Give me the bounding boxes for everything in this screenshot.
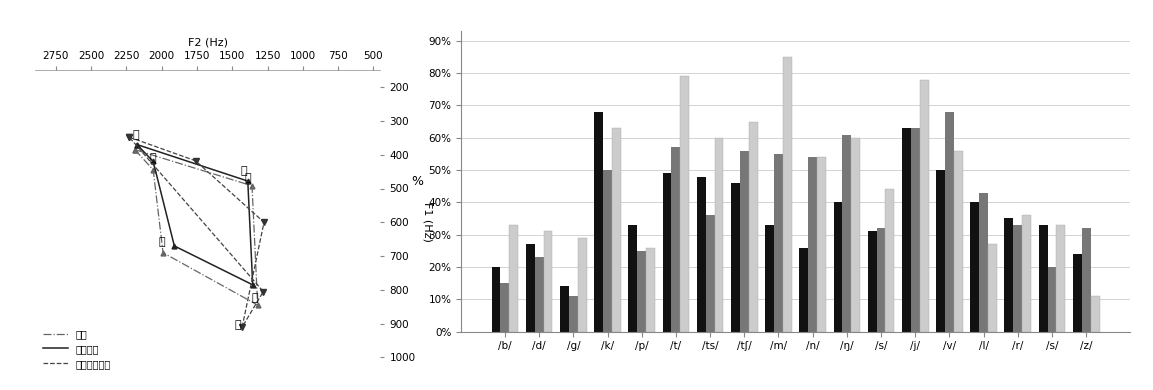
Bar (1056, 225, 1065, 332)
Bar (543, 231, 552, 332)
Bar (902, 128, 911, 332)
Bar (560, 286, 568, 332)
Bar (774, 154, 783, 332)
Bar (491, 267, 500, 332)
Bar (715, 138, 723, 332)
Bar (876, 228, 886, 332)
Bar (646, 248, 655, 332)
Bar (971, 202, 979, 332)
Bar (594, 112, 603, 331)
Bar (945, 112, 954, 331)
Bar (808, 157, 817, 332)
Bar (578, 238, 587, 332)
Bar (706, 215, 715, 332)
Bar (834, 202, 843, 332)
Bar (799, 248, 808, 332)
Text: 애: 애 (158, 237, 165, 247)
Bar (1073, 254, 1082, 332)
Bar (568, 296, 578, 332)
Bar (979, 193, 988, 332)
Bar (988, 244, 997, 332)
Bar (766, 225, 774, 332)
Y-axis label: F1 (Hz): F1 (Hz) (422, 202, 432, 242)
Bar (748, 122, 758, 332)
Bar (1023, 215, 1031, 332)
Bar (638, 251, 646, 332)
Bar (1013, 225, 1023, 332)
Text: 아: 아 (235, 321, 241, 330)
Bar (954, 151, 963, 332)
Y-axis label: %: % (412, 175, 423, 188)
Bar (920, 80, 928, 332)
Bar (911, 128, 920, 332)
Bar (526, 244, 535, 332)
Bar (731, 183, 740, 332)
Bar (886, 190, 895, 332)
Bar (1039, 225, 1048, 332)
Bar (500, 283, 510, 332)
Bar (740, 151, 748, 332)
Text: 이: 이 (133, 131, 140, 140)
Bar (1048, 267, 1056, 332)
Bar (612, 128, 620, 332)
Bar (851, 138, 860, 332)
Bar (936, 170, 945, 332)
Bar (628, 225, 638, 332)
Bar (696, 177, 706, 332)
Legend: 식도, 기관식도, 전기인공후두: 식도, 기관식도, 전기인공후두 (39, 325, 114, 372)
Bar (868, 231, 876, 332)
Text: 우: 우 (244, 174, 251, 183)
Bar (1004, 218, 1013, 332)
Bar (817, 157, 826, 332)
Text: 우: 우 (241, 166, 247, 176)
Bar (1091, 296, 1100, 332)
Bar (510, 225, 518, 332)
X-axis label: F2 (Hz): F2 (Hz) (188, 37, 227, 48)
Bar (680, 76, 689, 332)
Bar (783, 57, 792, 332)
Bar (843, 135, 851, 332)
Bar (663, 173, 671, 332)
Text: 아: 아 (251, 293, 258, 303)
Bar (535, 257, 543, 332)
Bar (671, 147, 680, 332)
Bar (1082, 228, 1091, 332)
Bar (603, 170, 612, 332)
Text: 에: 에 (149, 153, 156, 163)
